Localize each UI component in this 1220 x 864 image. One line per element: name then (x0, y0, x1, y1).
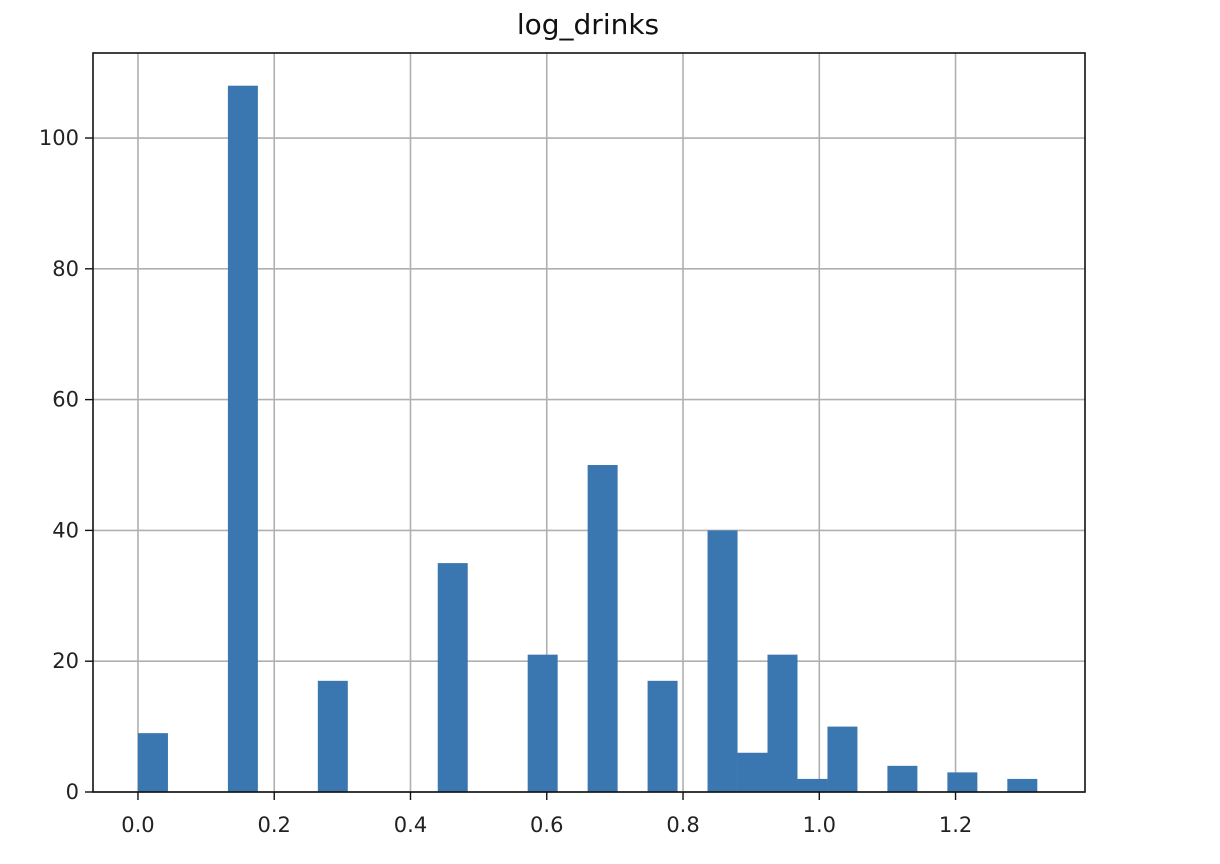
x-tick-label: 1.2 (939, 813, 972, 837)
histogram-bar (137, 733, 168, 792)
histogram-bar (887, 765, 918, 792)
y-tick-label: 0 (66, 780, 79, 804)
histogram-bars (137, 85, 1038, 793)
x-tick-label: 0.8 (666, 813, 699, 837)
histogram-bar (1007, 778, 1038, 792)
histogram-bar (437, 563, 468, 792)
histogram-bar (707, 530, 738, 792)
histogram-bar (797, 778, 828, 792)
y-axis: 0 20 40 60 80 100 (39, 126, 93, 804)
histogram-bar (527, 654, 558, 792)
x-tick-label: 0.0 (121, 813, 154, 837)
histogram-bar (587, 465, 618, 792)
x-tick-label: 1.0 (803, 813, 836, 837)
histogram-bar (227, 85, 258, 793)
x-tick-label: 0.2 (258, 813, 291, 837)
y-tick-label: 100 (39, 126, 79, 150)
y-tick-label: 60 (52, 388, 79, 412)
x-tick-label: 0.6 (530, 813, 563, 837)
histogram-bar (647, 680, 678, 792)
histogram-bar (947, 772, 978, 792)
y-tick-label: 80 (52, 257, 79, 281)
histogram-bar (737, 752, 768, 792)
histogram-bar (317, 680, 348, 792)
histogram-bar (827, 726, 858, 792)
histogram-bar (767, 654, 798, 792)
x-axis: 0.0 0.2 0.4 0.6 0.8 1.0 1.2 (121, 792, 972, 837)
chart-title: log_drinks (517, 8, 659, 41)
x-tick-label: 0.4 (394, 813, 427, 837)
plot-frame (92, 52, 1086, 793)
y-tick-label: 20 (52, 649, 79, 673)
y-tick-label: 40 (52, 518, 79, 542)
